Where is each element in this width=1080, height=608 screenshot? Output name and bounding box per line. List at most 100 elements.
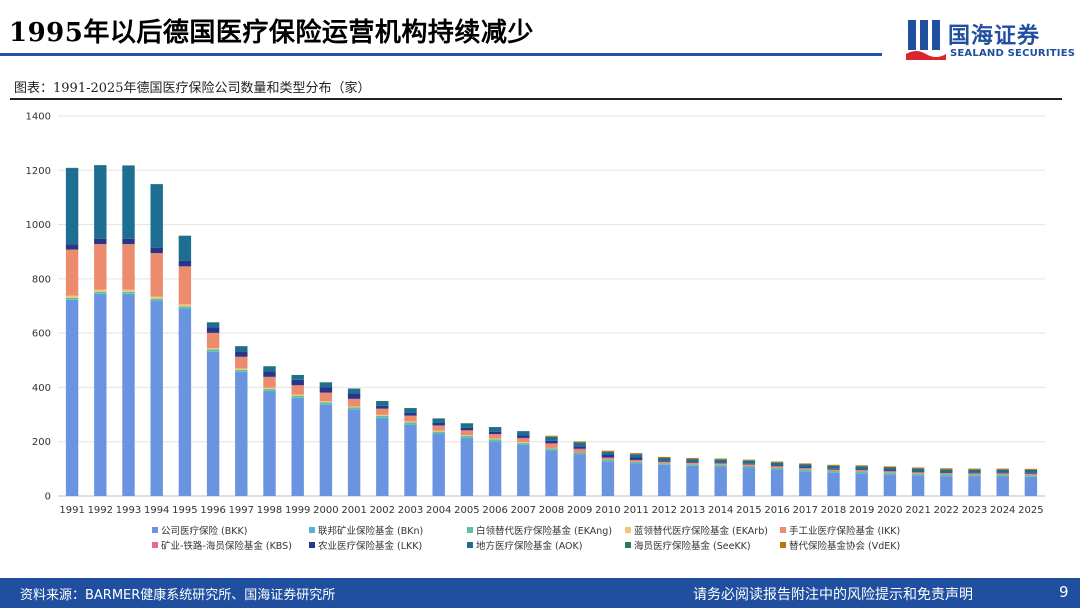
- bar-segment-lkk: [658, 460, 671, 462]
- bar-segment-seekk: [376, 401, 389, 402]
- bar-segment-bkn: [235, 371, 248, 373]
- bar-segment-ekang: [686, 464, 699, 466]
- bar-segment-kbs: [545, 443, 558, 444]
- bar-segment-ekang: [206, 349, 220, 352]
- bar-segment-ikk: [150, 253, 163, 297]
- bar-segment-ekang: [573, 452, 586, 455]
- bar-segment-ikk: [996, 473, 1009, 475]
- bar-stack-1995: [178, 235, 192, 496]
- bar-segment-aok: [432, 418, 445, 423]
- bar-segment-seekk: [488, 427, 502, 428]
- bar-stack-2007: [517, 431, 530, 496]
- bar-segment-kbs: [517, 437, 530, 439]
- x-tick-label: 2013: [680, 505, 705, 516]
- bar-segment-ikk: [714, 463, 727, 465]
- bar-segment-ekarb: [206, 348, 220, 350]
- bar-segment-bkn: [206, 351, 220, 352]
- bar-segment-ekang: [235, 369, 248, 372]
- bar-segment-bkk: [206, 351, 220, 496]
- bar-segment-seekk: [347, 388, 361, 390]
- bar-segment-vdek: [996, 468, 1009, 470]
- bar-segment-ekarb: [150, 296, 163, 299]
- x-axis-ticks: 1991 1992 1993 1994 1995 1996 1997 1998 1999 2000…: [59, 505, 1043, 516]
- bar-segment-ikk: [658, 461, 671, 464]
- bar-segment-bkk: [770, 469, 784, 496]
- bar-stack-2015: [742, 459, 756, 496]
- bar-segment-bkk: [263, 391, 276, 496]
- bar-segment-aok: [883, 467, 897, 471]
- bar-segment-bkk: [1024, 476, 1038, 496]
- bar-segment-bkn: [376, 417, 389, 419]
- bar-stack-2021: [911, 467, 925, 496]
- legend-swatch: [780, 527, 786, 533]
- bar-segment-bkk: [235, 371, 248, 496]
- bar-segment-ekarb: [488, 438, 502, 440]
- bar-segment-lkk: [855, 469, 868, 470]
- bar-segment-ikk: [911, 472, 925, 474]
- legend-label: 白领替代医疗保险基金 (EKAng): [476, 525, 612, 537]
- bar-segment-aok: [319, 382, 333, 388]
- bar-segment-kbs: [573, 448, 586, 450]
- bar-segment-ekang: [432, 431, 445, 434]
- bar-stack-2006: [488, 427, 502, 496]
- bar-segment-bkk: [742, 467, 756, 496]
- bar-segment-aok: [263, 366, 276, 372]
- chart-caption: 图表：1991-2025年德国医疗保险公司数量和类型分布（家）: [14, 81, 371, 96]
- bar-segment-aok: [545, 436, 558, 441]
- bar-segment-lkk: [1024, 472, 1038, 474]
- bar-segment-bkn: [432, 433, 445, 435]
- bar-segment-seekk: [150, 184, 163, 185]
- x-tick-label: 1994: [144, 505, 169, 516]
- bar-segment-ekang: [658, 463, 671, 465]
- bar-segment-ekang: [968, 474, 981, 477]
- bar-segment-bkk: [545, 450, 558, 496]
- bar-segment-ekarb: [347, 406, 361, 408]
- bar-segment-ekang: [488, 439, 502, 442]
- bar-segment-aok: [686, 459, 699, 463]
- bar-segment-ekang: [911, 473, 925, 476]
- bar-segment-lkk: [742, 463, 756, 465]
- legend-item-seekk: 海员医疗保险基金 (SeeKK): [625, 540, 751, 552]
- bar-segment-bkk: [940, 476, 953, 496]
- legend-swatch: [309, 542, 315, 548]
- bar-segment-ekarb: [291, 394, 304, 396]
- x-tick-label: 1991: [59, 505, 84, 516]
- x-tick-label: 2001: [341, 505, 366, 516]
- bar-segment-seekk: [432, 418, 445, 419]
- bar-stack-2012: [658, 456, 671, 496]
- bar-segment-ikk: [460, 430, 474, 436]
- x-tick-label: 2000: [313, 505, 338, 516]
- bar-segment-vdek: [742, 459, 756, 461]
- gridlines: [58, 115, 1045, 497]
- bar-segment-bkk: [827, 472, 840, 496]
- bar-segment-bkn: [178, 308, 192, 310]
- bar-segment-aok: [178, 235, 192, 261]
- page-number: 9: [1059, 583, 1069, 601]
- bar-segment-seekk: [178, 235, 192, 237]
- bar-segment-ikk: [206, 332, 220, 349]
- bar-segment-ikk: [432, 425, 445, 431]
- legend-swatch: [152, 542, 158, 548]
- footer-disclaimer-link[interactable]: 请务必阅读报告附注中的风险提示和免责声明: [693, 587, 973, 603]
- x-tick-label: 2012: [652, 505, 677, 516]
- legend: 公司医疗保险 (BKK) 联邦矿业保险基金 (BKn) 白领替代医疗保险基金 (EK…: [152, 525, 900, 552]
- bar-segment-seekk: [319, 382, 333, 383]
- bar-stack-2016: [770, 461, 784, 496]
- x-tick-label: 2002: [370, 505, 395, 516]
- bar-segment-ekarb: [432, 430, 445, 432]
- legend-item-aok: 地方医疗保险基金 (AOK): [467, 540, 582, 552]
- bar-segment-aok: [714, 459, 727, 463]
- bar-segment-lkk: [940, 472, 953, 473]
- x-tick-label: 2021: [905, 505, 930, 516]
- bar-segment-ekarb: [263, 387, 276, 390]
- bar-stack-2001: [347, 388, 361, 496]
- bar-stack-2024: [996, 468, 1009, 496]
- bar-segment-ikk: [94, 244, 107, 290]
- bar-segment-ikk: [319, 392, 333, 402]
- bar-segment-ekarb: [517, 441, 530, 443]
- x-tick-label: 1997: [229, 505, 254, 516]
- bar-stack-1992: [94, 165, 107, 496]
- legend-swatch: [625, 527, 631, 533]
- bar-stack-1994: [150, 184, 163, 496]
- bar-segment-bkk: [855, 473, 868, 496]
